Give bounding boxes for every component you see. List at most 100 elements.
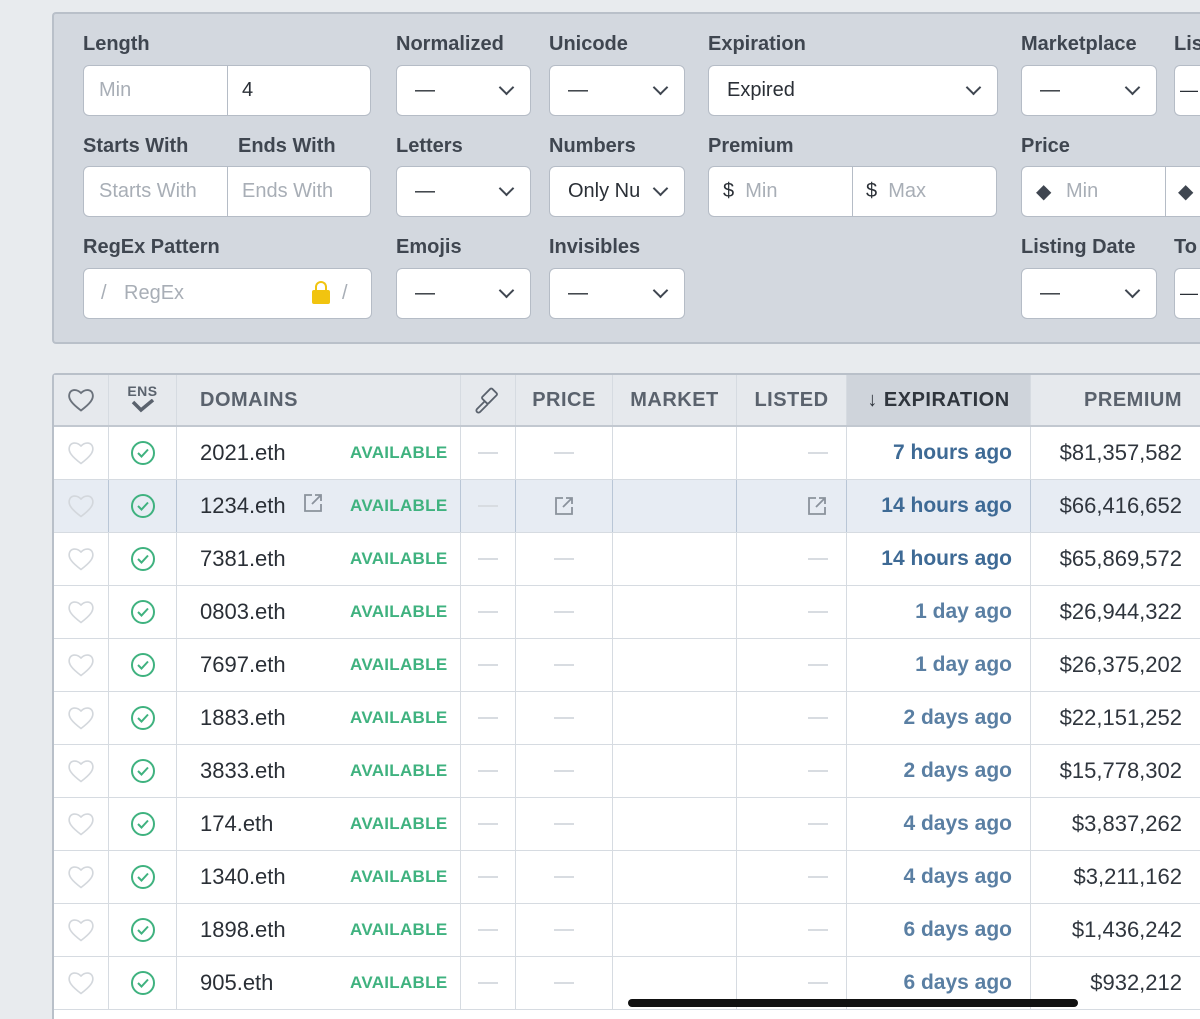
heart-icon[interactable] [67,917,95,943]
table-row[interactable]: 0803.eth AVAILABLE 1 day ago $26,944,322 [54,586,1200,639]
listing-select[interactable]: — [1174,65,1200,116]
length-max-input[interactable]: 4 [242,79,254,101]
heart-icon[interactable] [67,546,95,572]
letters-select[interactable]: — [396,166,531,217]
unicode-select[interactable]: — [549,65,685,116]
table-row[interactable]: 905.eth AVAILABLE 6 days ago $932,212 [54,957,1200,1010]
heart-icon[interactable] [67,599,95,625]
expiration-cell: 1 day ago [847,639,1031,691]
domain-name[interactable]: 174.eth [200,811,274,836]
table-row[interactable]: 1883.eth AVAILABLE 2 days ago $22,151,252 [54,692,1200,745]
listed-column-header[interactable]: LISTED [737,375,847,425]
favorite-cell[interactable] [54,586,109,638]
to-select[interactable]: — [1174,268,1200,319]
favorite-cell[interactable] [54,692,109,744]
table-row[interactable]: 7381.eth AVAILABLE 14 hours ago $65,869,5… [54,533,1200,586]
favorite-cell[interactable] [54,745,109,797]
empty-dash [808,982,828,984]
domain-name[interactable]: 1234.eth [200,493,286,518]
price-cell [516,957,613,1009]
price-label: Price [1021,135,1070,157]
regex-input[interactable]: / RegEx / [83,268,372,319]
domain-cell[interactable]: 2021.eth AVAILABLE [177,427,461,479]
check-circle-icon [130,441,155,465]
favorite-cell[interactable] [54,851,109,903]
status-badge: AVAILABLE [350,920,448,939]
domain-cell[interactable]: 1883.eth AVAILABLE [177,692,461,744]
expiration-select[interactable]: Expired [708,65,998,116]
heart-icon[interactable] [67,440,95,466]
heart-icon[interactable] [67,811,95,837]
domain-name[interactable]: 1340.eth [200,864,286,889]
numbers-select[interactable]: Only Nu [549,166,685,217]
favorite-cell[interactable] [54,639,109,691]
external-link-icon[interactable] [302,492,324,514]
table-row[interactable]: 2021.eth AVAILABLE 7 hours ago $81,357,58… [54,427,1200,480]
domain-cell[interactable]: 7381.eth AVAILABLE [177,533,461,585]
price-min-input[interactable]: Min [1066,180,1099,202]
heart-icon[interactable] [67,705,95,731]
emojis-select[interactable]: — [396,268,531,319]
empty-dash [478,823,498,825]
external-link-icon[interactable] [553,495,575,517]
table-row[interactable]: 7697.eth AVAILABLE 1 day ago $26,375,202 [54,639,1200,692]
domain-name[interactable]: 1898.eth [200,917,286,942]
favorite-cell[interactable] [54,427,109,479]
domain-cell[interactable]: 1340.eth AVAILABLE [177,851,461,903]
domain-name[interactable]: 3833.eth [200,758,286,783]
domain-cell[interactable]: 1234.eth AVAILABLE [177,480,461,532]
table-row[interactable]: 1898.eth AVAILABLE 6 days ago $1,436,242 [54,904,1200,957]
domain-name[interactable]: 905.eth [200,970,274,995]
normalized-select[interactable]: — [396,65,531,116]
heart-icon[interactable] [67,758,95,784]
domain-cell[interactable]: 905.eth AVAILABLE [177,957,461,1009]
table-row[interactable]: 1340.eth AVAILABLE 4 days ago $3,211,162 [54,851,1200,904]
price-column-header[interactable]: PRICE [516,375,613,425]
expiration-column-header[interactable]: ↓ EXPIRATION [847,375,1031,425]
premium-min-input[interactable]: $ Min [723,180,778,202]
empty-dash [478,452,498,454]
lock-icon[interactable] [312,281,330,304]
listing-date-select[interactable]: — [1021,268,1157,319]
ens-column-header[interactable]: ENS [109,375,177,425]
starts-with-input[interactable]: Starts With [99,180,197,202]
auction-cell [461,639,516,691]
domain-cell[interactable]: 7697.eth AVAILABLE [177,639,461,691]
auction-column-header[interactable] [461,375,516,425]
ends-with-input[interactable]: Ends With [242,180,334,202]
domain-cell[interactable]: 0803.eth AVAILABLE [177,586,461,638]
table-row[interactable]: 3833.eth AVAILABLE 2 days ago $15,778,302 [54,745,1200,798]
favorite-cell[interactable] [54,957,109,1009]
favorite-cell[interactable] [54,904,109,956]
favorite-cell[interactable] [54,480,109,532]
premium-column-header[interactable]: PREMIUM [1084,388,1182,411]
heart-icon[interactable] [67,493,95,519]
favorite-cell[interactable] [54,533,109,585]
favorite-cell[interactable] [54,798,109,850]
external-link-icon[interactable] [806,495,828,517]
marketplace-select[interactable]: — [1021,65,1157,116]
heart-icon[interactable] [67,864,95,890]
domain-name[interactable]: 1883.eth [200,705,286,730]
heart-icon[interactable] [67,652,95,678]
domains-column-header[interactable]: DOMAINS [177,375,461,425]
domain-cell[interactable]: 174.eth AVAILABLE [177,798,461,850]
domain-name[interactable]: 2021.eth [200,440,286,465]
domain-cell[interactable]: 3833.eth AVAILABLE [177,745,461,797]
ens-cell [109,745,177,797]
table-row[interactable]: 1234.eth AVAILABLE 14 hours ago $66,416,6… [54,480,1200,533]
domain-name[interactable]: 7697.eth [200,652,286,677]
domain-cell[interactable]: 1898.eth AVAILABLE [177,904,461,956]
heart-icon[interactable] [67,970,95,996]
auction-cell [461,480,516,532]
favorite-column-header[interactable] [54,375,109,425]
domain-name[interactable]: 0803.eth [200,599,286,624]
premium-max-input[interactable]: $ Max [866,180,927,202]
length-min-input[interactable]: Min [99,79,132,101]
domain-name[interactable]: 7381.eth [200,546,286,571]
table-row[interactable]: 174.eth AVAILABLE 4 days ago $3,837,262 [54,798,1200,851]
eth-icon: ◆ [1178,181,1194,203]
invisibles-select[interactable]: — [549,268,685,319]
check-circle-icon [130,971,155,995]
market-column-header[interactable]: MARKET [613,375,737,425]
